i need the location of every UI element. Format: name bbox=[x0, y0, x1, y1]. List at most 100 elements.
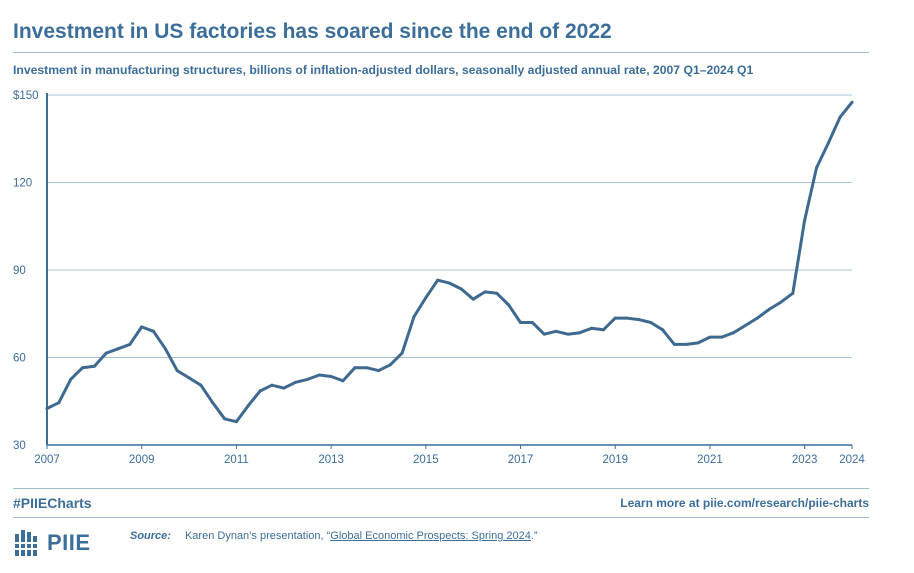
x-tick-label: 2007 bbox=[34, 454, 60, 466]
x-tick-label: 2013 bbox=[318, 454, 344, 466]
data-point bbox=[329, 374, 333, 378]
x-tick-label: 2021 bbox=[697, 454, 723, 466]
data-point bbox=[353, 366, 357, 370]
data-point bbox=[365, 366, 369, 370]
data-point bbox=[471, 297, 475, 301]
data-point bbox=[566, 332, 570, 336]
x-tick-label: 2023 bbox=[792, 454, 818, 466]
data-point bbox=[661, 328, 665, 332]
data-point bbox=[317, 373, 321, 377]
source-prefix: Karen Dynan’s presentation, “ bbox=[184, 530, 331, 542]
data-point bbox=[57, 401, 61, 405]
data-point bbox=[246, 404, 250, 408]
data-point bbox=[270, 383, 274, 387]
data-point bbox=[294, 380, 298, 384]
source-label: Source: bbox=[130, 530, 171, 542]
x-axis-ticks: 2007 2009 2011 2013 2015 2017 2019 2021 2023 2024 bbox=[34, 445, 865, 466]
footer-rule bbox=[13, 488, 869, 489]
data-point bbox=[601, 328, 605, 332]
data-point bbox=[448, 281, 451, 285]
data-point bbox=[81, 366, 85, 370]
data-point bbox=[282, 386, 286, 390]
data-point bbox=[720, 335, 724, 339]
x-tick-label: 2024 bbox=[839, 454, 865, 466]
chart-title: Investment in US factories has soared si… bbox=[13, 20, 612, 43]
y-tick-label: $150 bbox=[13, 90, 39, 102]
data-point bbox=[590, 326, 594, 330]
gridlines bbox=[47, 94, 852, 446]
data-point bbox=[814, 166, 818, 170]
data-point bbox=[92, 364, 96, 368]
learn-more-link[interactable]: Learn more at piie.com/research/piie-cha… bbox=[620, 496, 869, 510]
data-point bbox=[175, 369, 179, 373]
data-point bbox=[743, 323, 747, 327]
data-point bbox=[803, 218, 807, 222]
data-point bbox=[388, 363, 392, 367]
data-point bbox=[459, 287, 463, 291]
piie-logo-icon bbox=[13, 530, 39, 556]
data-point bbox=[838, 115, 842, 119]
data-point bbox=[341, 379, 345, 383]
source-link[interactable]: Global Economic Prospects: Spring 2024 bbox=[330, 530, 531, 542]
data-point bbox=[779, 300, 783, 304]
data-point bbox=[412, 315, 416, 319]
data-point bbox=[755, 316, 759, 320]
data-point bbox=[578, 331, 582, 335]
data-point bbox=[519, 321, 523, 324]
data-point bbox=[507, 303, 511, 307]
data-point bbox=[376, 369, 380, 373]
data-point bbox=[128, 342, 132, 346]
data-point bbox=[542, 332, 546, 336]
x-tick-label: 2015 bbox=[413, 454, 439, 466]
data-point bbox=[850, 100, 854, 104]
data-point bbox=[199, 383, 203, 387]
data-point bbox=[826, 141, 830, 145]
source-note: Source: Karen Dynan’s presentation, “Glob… bbox=[130, 530, 538, 542]
data-point bbox=[637, 318, 641, 322]
data-point bbox=[400, 351, 404, 355]
x-tick-label: 2011 bbox=[224, 454, 249, 466]
data-point bbox=[613, 316, 617, 320]
data-point bbox=[625, 316, 629, 320]
y-tick-label: 30 bbox=[13, 440, 26, 452]
data-point bbox=[684, 342, 688, 346]
x-tick-label: 2009 bbox=[129, 454, 155, 466]
data-point bbox=[767, 307, 771, 311]
data-point bbox=[104, 351, 108, 355]
data-point bbox=[163, 347, 167, 351]
data-point bbox=[152, 329, 156, 333]
chart-subtitle: Investment in manufacturing structures, … bbox=[13, 63, 754, 77]
data-point bbox=[116, 347, 120, 351]
data-point bbox=[424, 296, 428, 300]
data-point bbox=[495, 291, 499, 295]
x-tick-label: 2019 bbox=[602, 454, 628, 466]
data-point bbox=[649, 321, 653, 324]
source-suffix: .” bbox=[530, 530, 538, 542]
y-tick-label: 60 bbox=[13, 353, 26, 365]
hashtag-link[interactable]: #PIIECharts bbox=[13, 495, 92, 511]
data-point bbox=[258, 389, 262, 393]
data-point bbox=[140, 325, 144, 329]
piie-logo-text: PIIE bbox=[47, 530, 91, 555]
title-rule bbox=[13, 52, 869, 53]
data-point bbox=[234, 420, 238, 424]
data-point bbox=[732, 331, 736, 335]
data-point bbox=[554, 329, 558, 333]
data-point bbox=[305, 377, 309, 381]
y-tick-label: 120 bbox=[13, 178, 32, 190]
footer-rule-bottom bbox=[13, 517, 869, 518]
data-point bbox=[791, 291, 795, 295]
data-point bbox=[211, 401, 215, 405]
data-point bbox=[696, 341, 700, 345]
y-tick-label: 90 bbox=[13, 265, 26, 277]
y-axis-ticks: $150 120 90 60 30 bbox=[13, 90, 39, 452]
data-point bbox=[708, 335, 712, 339]
data-point bbox=[69, 377, 73, 381]
data-point bbox=[436, 278, 440, 282]
data-point bbox=[223, 417, 227, 421]
data-point bbox=[45, 407, 49, 411]
data-points bbox=[45, 100, 854, 424]
piie-logo[interactable]: PIIE bbox=[13, 528, 91, 558]
data-point bbox=[187, 376, 191, 380]
